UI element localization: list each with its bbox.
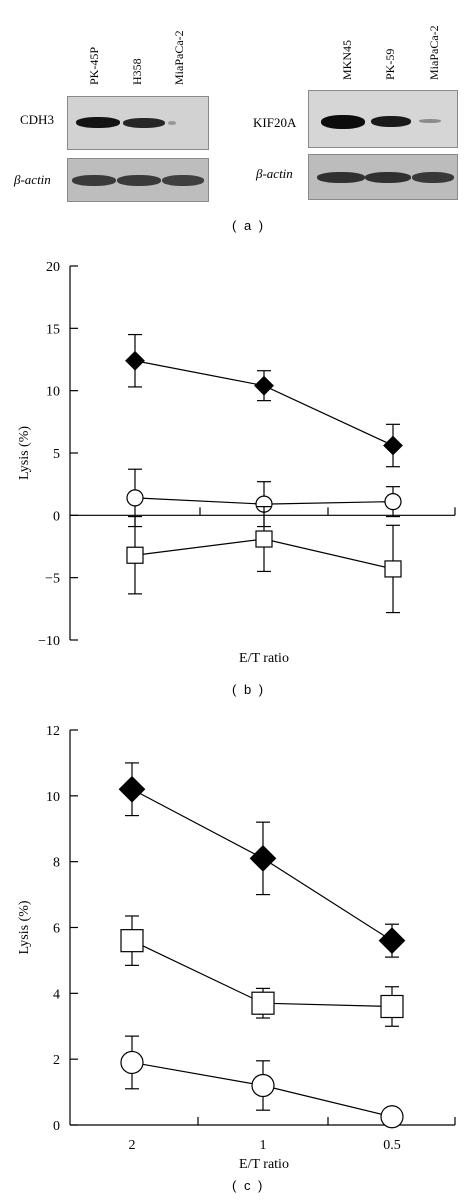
chart-c-y-tick-label: 12 xyxy=(46,724,60,739)
band-actin-right-3 xyxy=(412,172,454,183)
lane-label-right-2: PK-59 xyxy=(383,48,397,80)
band-cdh3-pk45p xyxy=(76,117,120,128)
band-kif20a-pk59 xyxy=(371,116,411,127)
chart-c-series-1-point xyxy=(120,929,144,953)
chart-b-y-tick-label: 15 xyxy=(46,322,60,337)
chart-c-x-axis-label: E/T ratio xyxy=(239,1157,289,1170)
chart-b-y-tick-label: −5 xyxy=(45,572,60,587)
chart-c-series-1-point xyxy=(380,994,404,1019)
row-label-beta-actin-right: β-actin xyxy=(256,166,293,181)
chart-b-x-axis-label: E/T ratio xyxy=(239,651,289,666)
band-actin-left-2 xyxy=(117,175,161,186)
chart-c-x-tick-label: 2 xyxy=(129,1138,136,1153)
row-label-cdh3: CDH3 xyxy=(20,112,54,127)
chart-b-y-tick-label: 0 xyxy=(53,509,60,524)
chart-c-y-tick-label: 4 xyxy=(53,987,60,1002)
lane-label-left-3: MiaPaCa-2 xyxy=(172,30,186,85)
chart-b-series-0-point xyxy=(254,375,274,396)
blot-beta-actin-left xyxy=(67,158,209,202)
lane-label-right-3: MiaPaCa-2 xyxy=(427,25,441,80)
chart-b-series-2-point xyxy=(255,530,273,548)
chart-c-series-2-point xyxy=(380,1105,404,1129)
chart-c-y-tick-label: 2 xyxy=(53,1053,60,1068)
chart-c-series-2-point xyxy=(251,1073,275,1098)
chart-b-series-2-point xyxy=(384,560,402,578)
band-actin-left-3 xyxy=(162,175,204,186)
chart-c-y-axis-label: Lysis (%) xyxy=(17,900,32,954)
band-actin-right-1 xyxy=(317,172,365,183)
panel-c-label: ( c ) xyxy=(232,1178,265,1193)
chart-c-x-tick-label: 1 xyxy=(260,1138,267,1153)
row-label-beta-actin-left: β-actin xyxy=(14,172,51,187)
chart-c-y-tick-label: 6 xyxy=(53,922,60,937)
chart-b-y-axis-label: Lysis (%) xyxy=(17,426,32,480)
panel-a-label: ( a ) xyxy=(232,218,266,233)
panel-b-label: ( b ) xyxy=(232,682,266,697)
chart-c-series-0-point xyxy=(378,927,406,955)
chart-c-y-tick-label: 0 xyxy=(53,1119,60,1134)
blot-kif20a xyxy=(308,90,458,148)
blot-beta-actin-right xyxy=(308,154,458,200)
chart-b-series-0-point xyxy=(383,435,403,456)
band-kif20a-miapaca xyxy=(419,119,441,123)
lane-label-right-1: MKN45 xyxy=(340,39,354,80)
chart-b-y-tick-label: 20 xyxy=(46,260,60,275)
chart-c: 0 2 4 6 8 10 12 2 1 0.5 E/T ratio Lysis (%) xyxy=(17,724,456,1170)
chart-c-x-tick-label: 0.5 xyxy=(383,1138,401,1153)
chart-c-series-0-point xyxy=(249,845,277,872)
chart-b: −10 −5 0 5 10 15 20 E/T ratio Lysis (%) xyxy=(17,260,456,666)
chart-b-series-2-point xyxy=(126,546,144,564)
chart-c-series-2-point xyxy=(120,1050,144,1075)
row-label-kif20a: KIF20A xyxy=(253,115,297,130)
chart-b-series-0-point xyxy=(125,350,145,371)
chart-c-y-tick-label: 8 xyxy=(53,856,60,871)
chart-c-series-0-point xyxy=(118,775,146,803)
lane-label-left-1: PK-45P xyxy=(87,46,101,85)
band-actin-left-1 xyxy=(72,175,116,186)
blot-cdh3 xyxy=(67,96,209,150)
chart-b-y-tick-label: −10 xyxy=(38,634,60,649)
chart-b-series-1-point xyxy=(126,489,144,507)
chart-b-series-1-point xyxy=(384,493,402,511)
band-kif20a-mkn45 xyxy=(321,115,365,129)
band-cdh3-h358 xyxy=(123,118,165,128)
chart-b-y-tick-label: 10 xyxy=(46,385,60,400)
band-cdh3-miapaca xyxy=(168,121,176,125)
lane-label-left-2: H358 xyxy=(130,58,144,85)
chart-c-y-tick-label: 10 xyxy=(46,790,60,805)
band-actin-right-2 xyxy=(365,172,411,183)
chart-c-series-1-point xyxy=(251,991,275,1015)
chart-b-y-tick-label: 5 xyxy=(53,447,60,462)
